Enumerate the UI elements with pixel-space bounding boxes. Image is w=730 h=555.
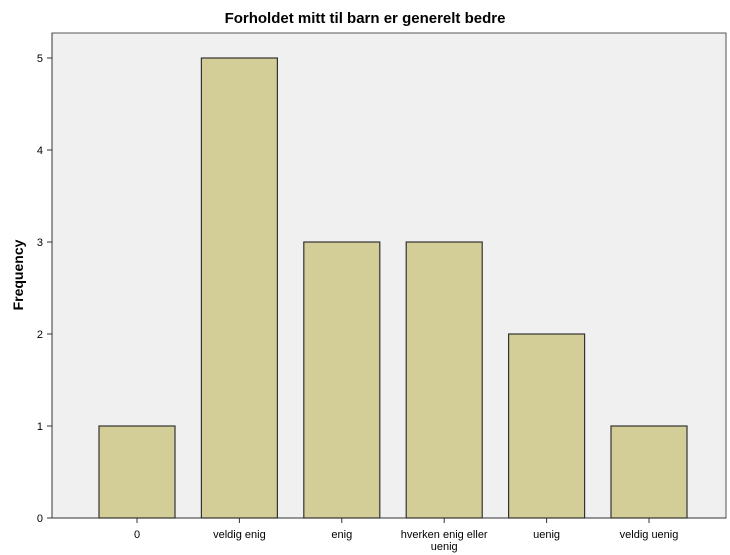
bar-2 <box>303 241 381 519</box>
x-tick-label: 0 <box>134 529 140 541</box>
bar-3 <box>405 241 483 519</box>
x-tick-label: veldig uenig <box>620 529 679 541</box>
chart-title: Forholdet mitt til barn er generelt bedr… <box>225 10 506 27</box>
x-tick-label: veldig enig <box>213 529 266 541</box>
y-tick-label: 0 <box>37 513 43 525</box>
bar-0 <box>98 425 176 519</box>
bar-4 <box>508 333 586 519</box>
x-tick-label: uenig <box>533 529 560 541</box>
y-tick-label: 3 <box>37 237 43 249</box>
x-axis: 0 veldig enig enig hverken enig eller uenig u… <box>52 517 726 553</box>
bars-group <box>98 57 688 519</box>
y-tick-label: 5 <box>37 53 43 65</box>
y-axis-label: Frequency <box>10 239 26 310</box>
bar-1 <box>200 57 278 519</box>
y-axis: 0 1 2 3 4 5 <box>37 33 53 525</box>
bar-5 <box>610 425 688 519</box>
x-tick-label: hverken enig eller uenig <box>401 529 488 553</box>
y-tick-label: 1 <box>37 421 43 433</box>
x-tick-label: enig <box>331 529 352 541</box>
y-tick-label: 4 <box>37 145 43 157</box>
y-tick-label: 2 <box>37 329 43 341</box>
